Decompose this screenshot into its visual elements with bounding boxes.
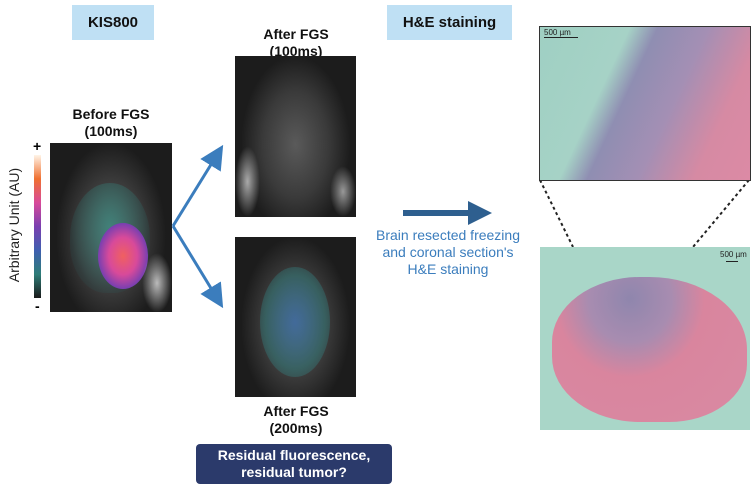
- he-zoomed-image: 500 µm: [539, 26, 751, 181]
- he-coronal-section-image: 500 µm: [540, 247, 750, 430]
- after-top-title: After FGS: [263, 26, 329, 42]
- he-staining-label: H&E staining: [387, 5, 512, 40]
- arrow-to-after-100ms: [171, 144, 224, 227]
- colorbar-min: -: [35, 298, 40, 314]
- question-line2: residual tumor?: [241, 464, 347, 480]
- process-line2: and coronal section's: [382, 244, 514, 260]
- process-description: Brain resected freezing and coronal sect…: [360, 227, 536, 278]
- before-title: Before FGS: [72, 106, 150, 122]
- after-fgs-100ms-image: [235, 56, 356, 217]
- arrow-to-after-200ms: [171, 225, 224, 309]
- process-line1: Brain resected freezing: [376, 227, 520, 243]
- after-bottom-exposure: (200ms): [269, 420, 323, 436]
- colorbar: [34, 155, 41, 298]
- colorbar-max: +: [33, 138, 42, 154]
- before-fgs-image: [50, 143, 172, 312]
- scale-bar-top: 500 µm: [544, 28, 578, 38]
- scale-bar-bottom-line: [726, 261, 738, 262]
- after-bottom-title: After FGS: [263, 403, 329, 419]
- before-exposure: (100ms): [84, 123, 138, 139]
- zoom-line-right: [692, 179, 750, 248]
- question-line1: Residual fluorescence,: [217, 447, 371, 463]
- before-fgs-caption: Before FGS (100ms): [60, 106, 162, 140]
- kis800-label: KIS800: [72, 5, 154, 40]
- scale-bar-bottom: 500 µm: [720, 250, 747, 259]
- residual-question-box: Residual fluorescence, residual tumor?: [196, 444, 392, 484]
- process-line3: H&E staining: [407, 261, 489, 277]
- zoom-line-left: [539, 179, 574, 248]
- after-fgs-200ms-image: [235, 237, 356, 397]
- after-100ms-caption: After FGS (100ms): [236, 26, 356, 60]
- after-200ms-caption: After FGS (200ms): [236, 403, 356, 437]
- after-top-exposure: (100ms): [269, 43, 323, 59]
